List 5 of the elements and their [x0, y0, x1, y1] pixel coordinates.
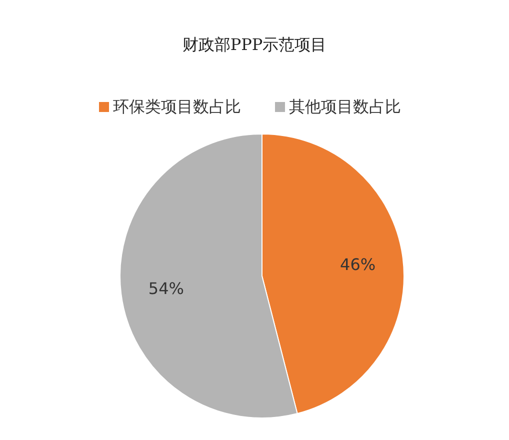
chart-title: 财政部PPP示范项目 — [182, 35, 327, 54]
legend-label: 其他项目数占比 — [289, 97, 401, 116]
data-label: 54% — [148, 279, 184, 298]
data-label: 46% — [340, 254, 376, 274]
legend-label: 环保类项目数占比 — [113, 97, 241, 116]
